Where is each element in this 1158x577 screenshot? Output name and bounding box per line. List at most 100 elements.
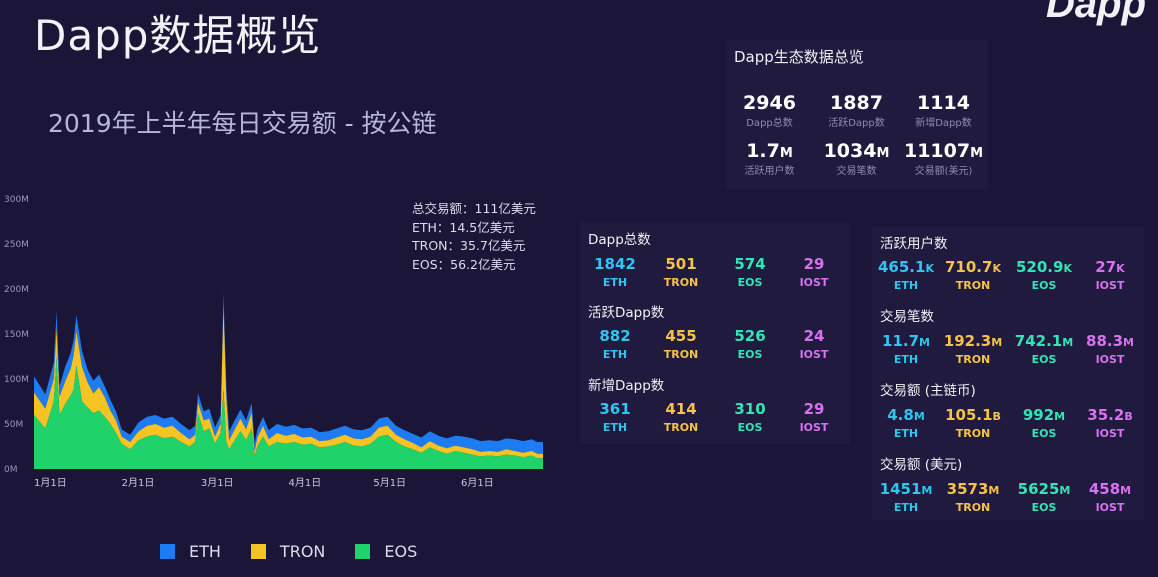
- legend-item-eos: EOS: [355, 542, 417, 561]
- x-tick-label: 6月1日: [461, 477, 494, 489]
- stat-unit: M: [1123, 336, 1134, 349]
- stat-value: 992: [1022, 406, 1055, 424]
- stat-unit: K: [1063, 262, 1072, 275]
- x-tick-label: 2月1日: [122, 477, 155, 489]
- stat-chain: IOST: [1095, 279, 1125, 292]
- metric-label: 交易额(美元): [914, 166, 973, 177]
- legend-swatch-eos: [355, 544, 371, 559]
- y-tick-label: 100M: [4, 375, 29, 385]
- stat-unit: M: [1054, 410, 1066, 423]
- metric-value: 1.7: [746, 140, 780, 162]
- stat-chain: EOS: [737, 276, 763, 289]
- stat-chain: IOST: [799, 348, 829, 361]
- y-tick-label: 200M: [4, 285, 29, 295]
- stat-eth: 1842 ETH: [582, 255, 648, 290]
- stat-chain: ETH: [602, 348, 628, 361]
- stat-value: 3573: [946, 480, 989, 498]
- stat-iost: 458M IOST: [1082, 480, 1138, 515]
- stat-eth: 4.8M ETH: [872, 406, 940, 441]
- stat-chain: TRON: [955, 501, 991, 514]
- stat-eth: 11.7M ETH: [872, 332, 940, 367]
- stat-tron: 501 TRON: [648, 255, 714, 290]
- y-tick-label: 0M: [4, 465, 18, 475]
- stats-panel-right: [872, 226, 1144, 520]
- stat-value: 105.1: [945, 406, 993, 424]
- stat-chain: IOST: [1095, 501, 1125, 514]
- stat-chain: ETH: [893, 501, 919, 514]
- metric-value: 11107: [903, 140, 971, 162]
- stat-tron: 105.1B TRON: [940, 406, 1006, 441]
- stat-eos: 742.1M EOS: [1006, 332, 1082, 367]
- stat-eos: 526 EOS: [714, 327, 786, 362]
- stat-unit: M: [1120, 484, 1132, 497]
- stat-eos: 520.9K EOS: [1006, 258, 1082, 293]
- stat-title-active-users: 活跃用户数: [880, 236, 948, 252]
- stat-iost: 29 IOST: [786, 400, 842, 435]
- stat-chain: IOST: [1095, 353, 1125, 366]
- legend-item-tron: TRON: [250, 542, 325, 561]
- area-chart: 0M 50M 100M 150M 200M 250M 300M 1月1日 2月1日 3月1日 4月…: [4, 195, 543, 489]
- stat-title-active-dapp: 活跃Dapp数: [588, 305, 665, 321]
- overview-metric-active-users: 1.7M 活跃用户数: [726, 140, 813, 188]
- metric-unit: M: [779, 146, 793, 161]
- stat-title-tx-count: 交易笔数: [880, 309, 934, 325]
- stat-value: 414: [665, 400, 697, 418]
- stat-chain: TRON: [955, 427, 991, 440]
- stat-value: 501: [665, 255, 697, 273]
- stat-unit: K: [1116, 262, 1125, 275]
- stat-title-new-dapp: 新增Dapp数: [588, 378, 665, 394]
- stat-value: 88.3: [1086, 332, 1124, 350]
- stat-chain: ETH: [893, 427, 919, 440]
- stat-eos: 5625M EOS: [1006, 480, 1082, 515]
- stat-tron: 455 TRON: [648, 327, 714, 362]
- stat-eth: 465.1K ETH: [872, 258, 940, 293]
- metric-label: 活跃Dapp数: [828, 118, 885, 129]
- stat-value: 520.9: [1016, 258, 1064, 276]
- stat-eth: 1451M ETH: [872, 480, 940, 515]
- legend-label-eos: EOS: [384, 542, 418, 561]
- metric-value: 1034: [823, 140, 877, 162]
- overview-row: 1.7M 活跃用户数 1034M 交易笔数 11107M 交易额(美元): [726, 140, 988, 188]
- metric-value: 1887: [830, 92, 883, 114]
- stat-chain: ETH: [893, 353, 919, 366]
- stat-iost: 27K IOST: [1082, 258, 1138, 293]
- stat-value: 35.2: [1087, 406, 1125, 424]
- stat-unit: B: [1124, 410, 1133, 423]
- stat-value: 465.1: [878, 258, 926, 276]
- stat-tron: 414 TRON: [648, 400, 714, 435]
- legend-label-eth: ETH: [189, 542, 221, 561]
- stat-chain: EOS: [737, 421, 763, 434]
- stat-chain: EOS: [737, 348, 763, 361]
- y-tick-label: 250M: [4, 240, 29, 250]
- stat-value: 455: [665, 327, 697, 345]
- stat-unit: M: [991, 336, 1003, 349]
- stat-eth: 882 ETH: [582, 327, 648, 362]
- stat-value: 458: [1088, 480, 1121, 498]
- stat-value: 5625: [1017, 480, 1060, 498]
- stat-chain: EOS: [1031, 501, 1057, 514]
- stat-chain: ETH: [602, 276, 628, 289]
- stat-value: 710.7: [945, 258, 993, 276]
- stat-chain: TRON: [663, 276, 699, 289]
- x-tick-label: 4月1日: [289, 477, 322, 489]
- y-axis: 0M 50M 100M 150M 200M 250M 300M: [4, 195, 29, 475]
- stats-panel-left: [580, 222, 850, 444]
- stat-row-tx-volume-usd: 1451M ETH 3573M TRON 5625M EOS 458M IOST: [872, 480, 1138, 515]
- stat-iost: 35.2B IOST: [1082, 406, 1138, 441]
- stat-unit: M: [1062, 336, 1074, 349]
- stat-chain: EOS: [1031, 353, 1057, 366]
- series-area-eos: [34, 356, 543, 469]
- stat-value: 24: [803, 327, 825, 345]
- stat-chain: TRON: [955, 353, 991, 366]
- x-tick-label: 1月1日: [34, 477, 67, 489]
- stat-iost: 24 IOST: [786, 327, 842, 362]
- legend-swatch-eth: [160, 544, 175, 559]
- x-axis: 1月1日 2月1日 3月1日 4月1日 5月1日 6月1日: [34, 477, 494, 489]
- metric-value: 2946: [743, 92, 796, 114]
- stat-unit: M: [988, 484, 1000, 497]
- y-tick-label: 150M: [4, 330, 29, 340]
- metric-label: 新增Dapp数: [915, 118, 972, 129]
- stat-chain: EOS: [1031, 427, 1057, 440]
- stat-iost: 29 IOST: [786, 255, 842, 290]
- metric-value: 1114: [917, 92, 970, 114]
